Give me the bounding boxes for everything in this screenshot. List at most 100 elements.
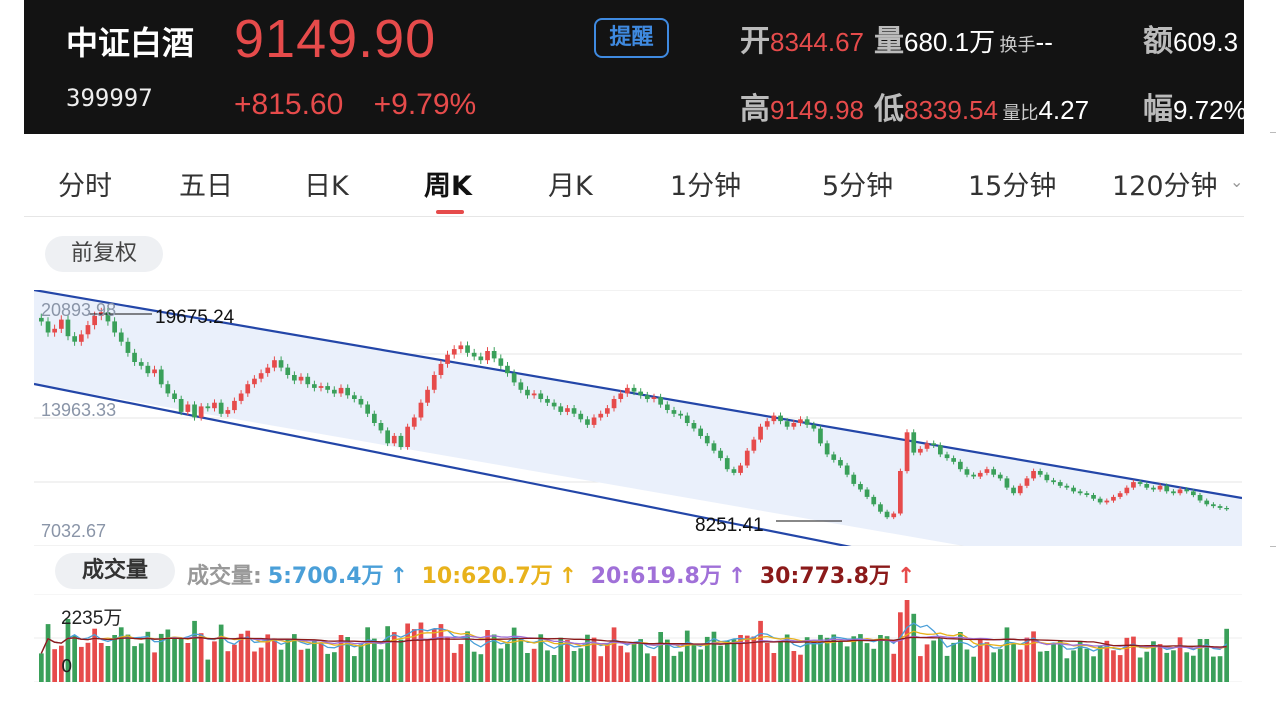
volume-bar bbox=[671, 655, 677, 682]
volume-bar bbox=[278, 649, 284, 682]
volume-bar bbox=[138, 643, 144, 682]
candle-body bbox=[898, 471, 903, 514]
volume-bar bbox=[918, 656, 923, 682]
chevron-down-icon[interactable]: ⌄ bbox=[1230, 172, 1244, 191]
volume-bar bbox=[884, 636, 890, 682]
volume-bar bbox=[1011, 643, 1016, 682]
volume-bar bbox=[751, 636, 757, 682]
candle-body bbox=[878, 504, 883, 512]
tab-monthly-k[interactable]: 月K bbox=[548, 171, 593, 202]
tab-weekly-k[interactable]: 周K bbox=[424, 171, 472, 202]
volume-title[interactable]: 成交量 bbox=[55, 553, 175, 589]
candle-body bbox=[1064, 485, 1070, 488]
tab-daily-k[interactable]: 日K bbox=[304, 171, 349, 202]
volume-bar bbox=[898, 612, 903, 682]
volume-bar bbox=[924, 644, 930, 682]
volume-bar bbox=[198, 633, 204, 682]
candle-body bbox=[838, 460, 843, 466]
candle-body bbox=[252, 378, 257, 385]
ma10-value: 10:620.7万 bbox=[421, 564, 553, 589]
volume-bar bbox=[298, 649, 304, 682]
candle-body bbox=[305, 376, 311, 385]
candle-body bbox=[811, 424, 817, 429]
volume-bar bbox=[684, 630, 690, 682]
candle-body bbox=[997, 474, 1003, 479]
candle-body bbox=[864, 489, 870, 497]
candle-body bbox=[1077, 491, 1083, 494]
volume-bar bbox=[678, 651, 683, 682]
volume-bar bbox=[764, 643, 770, 682]
volume-bar bbox=[438, 624, 444, 682]
candle-body bbox=[425, 389, 430, 403]
candle-body bbox=[105, 312, 111, 322]
candle-body bbox=[212, 402, 217, 409]
candle-body bbox=[1197, 495, 1203, 501]
volume-bar bbox=[1064, 658, 1070, 682]
candle-body bbox=[365, 404, 370, 414]
candle-body bbox=[232, 400, 237, 411]
candle-body bbox=[112, 321, 117, 333]
volume-bar bbox=[551, 655, 557, 682]
volume-bar bbox=[818, 634, 823, 682]
volume-bar bbox=[804, 637, 810, 682]
candle-body bbox=[385, 430, 390, 444]
candle-body bbox=[744, 450, 750, 466]
candlestick-chart[interactable] bbox=[34, 290, 1242, 546]
candle-body bbox=[198, 406, 204, 418]
candle-body bbox=[1017, 485, 1023, 494]
ma5-value: 5:700.4万 bbox=[267, 564, 384, 589]
remind-button[interactable]: 提醒 bbox=[594, 18, 669, 58]
candle-body bbox=[831, 454, 837, 460]
volume-bar bbox=[977, 639, 983, 682]
volume-bar bbox=[72, 635, 77, 682]
candle-body bbox=[1051, 480, 1056, 483]
volume-bar bbox=[112, 635, 117, 682]
tab-1min[interactable]: 1分钟 bbox=[670, 171, 742, 202]
candle-body bbox=[605, 408, 610, 414]
tab-five-day[interactable]: 五日 bbox=[179, 171, 233, 202]
volume-bar bbox=[92, 628, 97, 682]
adjust-toggle-button[interactable]: 前复权 bbox=[45, 236, 163, 272]
candle-body bbox=[1157, 485, 1163, 490]
candle-body bbox=[92, 315, 97, 326]
volume-bar bbox=[798, 654, 803, 682]
candle-body bbox=[764, 421, 770, 427]
volume-chart[interactable] bbox=[34, 594, 1242, 682]
volume-axis-zero: 0 bbox=[61, 656, 73, 677]
candle-body bbox=[771, 415, 777, 422]
volume-bar bbox=[425, 639, 430, 682]
volume-bar bbox=[878, 635, 883, 682]
candle-body bbox=[138, 362, 144, 366]
candle-body bbox=[718, 450, 723, 459]
volume-bar bbox=[1004, 627, 1010, 682]
tab-15min[interactable]: 15分钟 bbox=[968, 171, 1057, 202]
tab-intraday[interactable]: 分时 bbox=[58, 171, 112, 202]
volume-bar bbox=[65, 619, 71, 682]
candle-body bbox=[358, 399, 364, 405]
volume-bar bbox=[225, 651, 231, 682]
trend-channel-fill bbox=[34, 290, 1242, 546]
arrow-up-icon: ↑ bbox=[558, 564, 578, 589]
volume-bar bbox=[591, 637, 597, 682]
volume-bar bbox=[1211, 656, 1216, 682]
volume-bar bbox=[192, 620, 197, 682]
stat-volume: 量680.1万 换手-- bbox=[874, 25, 1053, 58]
candle-body bbox=[225, 410, 231, 414]
volume-bar bbox=[1204, 639, 1210, 682]
candle-body bbox=[1031, 471, 1036, 479]
candle-body bbox=[525, 389, 530, 396]
candle-body bbox=[52, 328, 57, 333]
tab-120min[interactable]: 120分钟 bbox=[1112, 171, 1218, 202]
candle-body bbox=[1211, 504, 1216, 507]
volume-bar bbox=[218, 624, 224, 682]
candle-body bbox=[278, 360, 284, 368]
tab-5min[interactable]: 5分钟 bbox=[822, 171, 894, 202]
volume-bar bbox=[711, 631, 717, 682]
volume-bar bbox=[511, 627, 517, 682]
volume-bar bbox=[1091, 656, 1096, 682]
candle-body bbox=[1104, 500, 1110, 503]
volume-bar bbox=[1084, 648, 1090, 682]
volume-bar bbox=[1057, 641, 1063, 682]
volume-bar bbox=[1104, 640, 1110, 682]
